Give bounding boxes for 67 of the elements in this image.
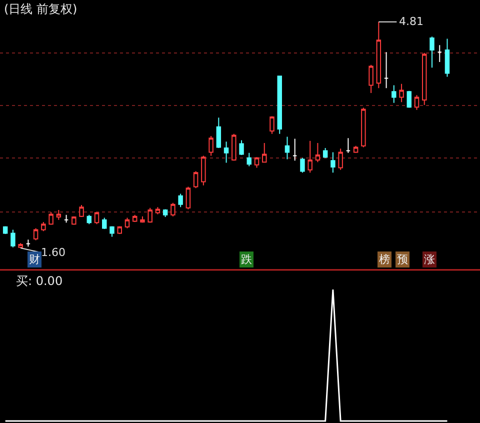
candlestick bbox=[193, 170, 198, 189]
candlestick bbox=[155, 206, 160, 215]
candlestick bbox=[262, 142, 267, 163]
annotation: 榜 bbox=[379, 253, 390, 266]
candlestick bbox=[422, 52, 427, 106]
candlestick bbox=[48, 212, 54, 226]
candlestick bbox=[239, 140, 244, 156]
candlestick bbox=[162, 208, 168, 218]
candlestick bbox=[330, 152, 336, 174]
candlestick bbox=[376, 21, 382, 89]
candlestick bbox=[368, 64, 374, 94]
candlestick bbox=[86, 214, 92, 225]
candlestick bbox=[406, 90, 412, 108]
chart-title: (日线 前复权) bbox=[4, 2, 78, 16]
candlestick bbox=[170, 202, 176, 217]
candlestick bbox=[132, 214, 138, 222]
candlestick bbox=[2, 226, 8, 234]
candlestick bbox=[338, 148, 343, 170]
candlestick bbox=[201, 155, 206, 186]
candlestick bbox=[270, 116, 274, 134]
annotation: 预 bbox=[397, 253, 408, 266]
chart-title: 买: 0.00 bbox=[16, 274, 63, 288]
annotation: 跌 bbox=[241, 253, 252, 266]
candlestick bbox=[224, 141, 229, 164]
candlestick bbox=[414, 94, 420, 110]
candlestick bbox=[178, 193, 183, 208]
candlestick bbox=[399, 83, 404, 103]
candlestick bbox=[10, 229, 16, 248]
candlestick bbox=[117, 226, 122, 234]
candlestick bbox=[124, 217, 130, 229]
candlestick bbox=[384, 52, 389, 89]
candlestick bbox=[110, 226, 114, 238]
candlestick bbox=[232, 133, 236, 162]
candlestick bbox=[300, 157, 305, 174]
annotation: 1.60 bbox=[41, 246, 66, 259]
candlestick bbox=[444, 38, 450, 78]
candlestick bbox=[361, 107, 366, 148]
candlestick bbox=[18, 242, 23, 249]
candlestick bbox=[41, 221, 46, 232]
annotation: 涨 bbox=[424, 253, 435, 266]
candlestick bbox=[79, 204, 84, 218]
candlestick bbox=[208, 135, 214, 156]
candlestick bbox=[277, 76, 282, 134]
candlestick bbox=[64, 214, 69, 224]
candlestick bbox=[315, 142, 320, 163]
candlestick bbox=[94, 212, 100, 225]
candlestick bbox=[102, 217, 107, 230]
annotation: 4.81 bbox=[399, 15, 424, 28]
candlestick bbox=[246, 152, 252, 167]
candlestick bbox=[148, 207, 152, 224]
candlestick bbox=[72, 216, 76, 226]
candlestick bbox=[284, 136, 290, 160]
candlestick bbox=[26, 239, 31, 248]
candlestick bbox=[308, 140, 312, 174]
candlestick bbox=[346, 138, 351, 154]
candlestick bbox=[437, 44, 442, 63]
candlestick bbox=[33, 228, 38, 241]
candlestick bbox=[186, 186, 191, 210]
candlestick bbox=[216, 117, 222, 148]
candlestick bbox=[430, 36, 434, 68]
candlestick bbox=[392, 84, 396, 104]
candlestick bbox=[140, 216, 145, 222]
candlestick bbox=[322, 147, 328, 158]
candlestick bbox=[56, 209, 62, 220]
annotation: 财 bbox=[29, 253, 40, 266]
candlestick bbox=[254, 156, 260, 168]
candlestick bbox=[292, 138, 298, 162]
